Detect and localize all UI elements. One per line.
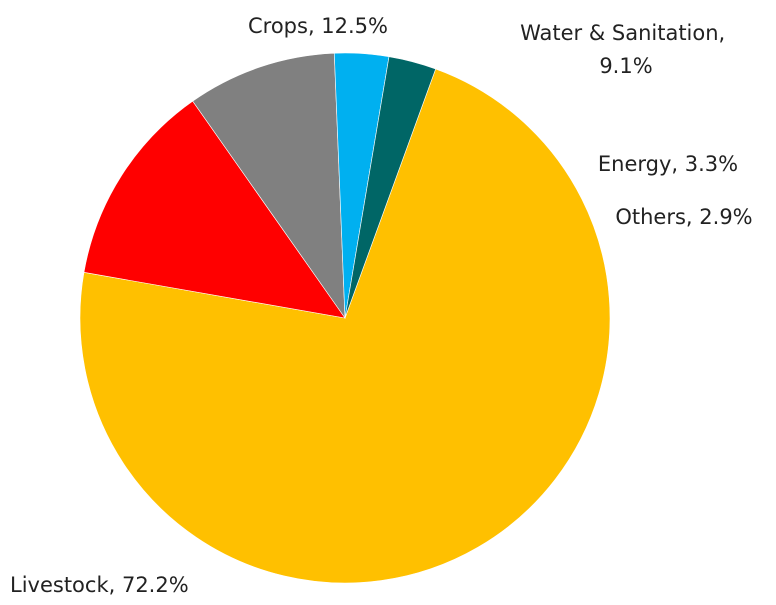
slice-labels: Crops, 12.5% Water & Sanitation, 9.1% En… xyxy=(10,14,753,597)
label-water-sanitation: Water & Sanitation, 9.1% xyxy=(520,21,732,78)
label-energy: Energy, 3.3% xyxy=(598,152,738,176)
label-livestock: Livestock, 72.2% xyxy=(10,573,189,597)
label-water-sanitation-line1: Water & Sanitation, xyxy=(520,21,725,45)
slice-crops xyxy=(83,100,346,319)
label-crops: Crops, 12.5% xyxy=(248,14,388,38)
slice-livestock xyxy=(79,68,611,584)
pie-slices xyxy=(79,52,611,584)
slice-others xyxy=(344,56,437,319)
label-water-sanitation-line2: 9.1% xyxy=(599,54,652,78)
slice-water-sanitation xyxy=(192,52,346,320)
label-others: Others, 2.9% xyxy=(615,205,752,229)
